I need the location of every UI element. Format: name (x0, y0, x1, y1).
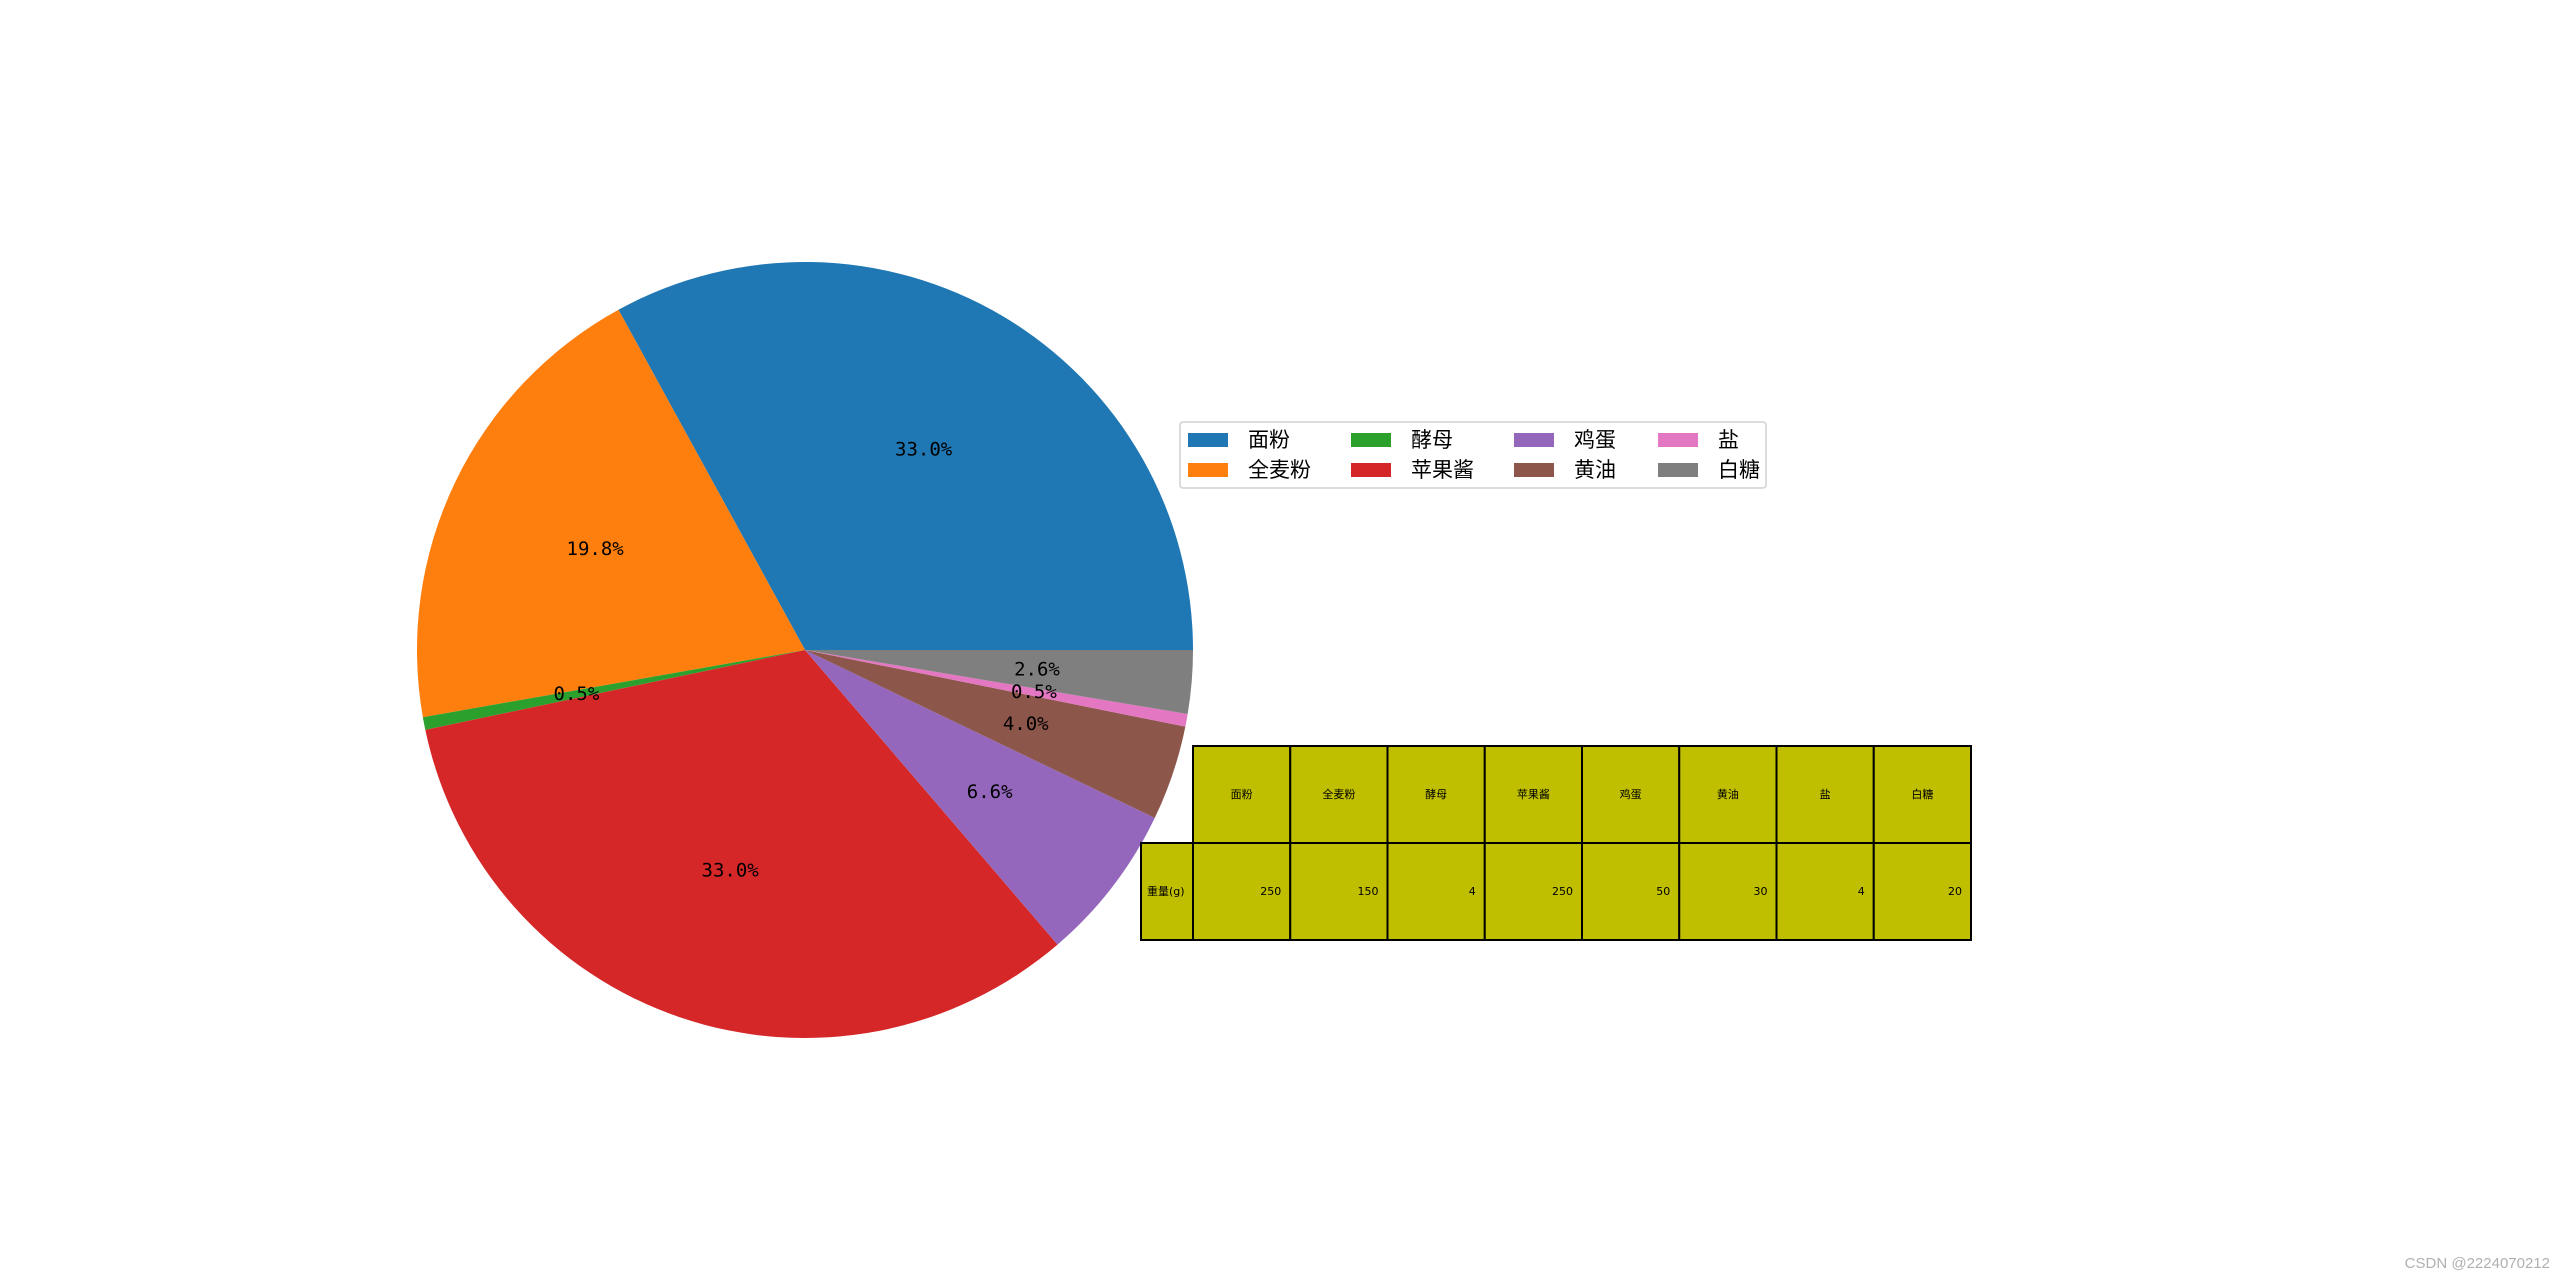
table-header-label: 盐 (1820, 788, 1831, 801)
table-value: 150 (1358, 885, 1379, 898)
pie-slice-8 (805, 650, 1193, 715)
legend-frame (1179, 421, 1767, 489)
table-value-cell (1581, 842, 1681, 941)
pie-slice-2 (416, 309, 805, 718)
table-header-cell (1483, 745, 1583, 844)
pie-percent-label: 33.0% (895, 439, 953, 461)
table-value-cell (1386, 842, 1486, 941)
pie-slice-1 (618, 262, 1193, 650)
legend-swatch (1188, 463, 1228, 477)
pie-slice-3 (422, 650, 805, 730)
pie-percent-label: 33.0% (702, 859, 760, 881)
table-header-label: 白糖 (1911, 787, 1933, 801)
legend-swatch (1351, 433, 1391, 447)
table-value-cell (1192, 842, 1292, 941)
pie-slice-6 (805, 650, 1186, 818)
table-header-label: 全麦粉 (1322, 787, 1355, 801)
legend-swatch (1188, 433, 1228, 447)
legend-label: 黄油 (1574, 458, 1616, 482)
legend-swatch (1514, 433, 1554, 447)
pie-percent-label: 0.5% (554, 683, 600, 705)
table-value: 50 (1656, 885, 1670, 898)
table-value-cell (1678, 842, 1778, 941)
legend-label: 白糖 (1718, 458, 1760, 482)
table-value-cell (1289, 842, 1389, 941)
legend-label: 面粉 (1248, 428, 1290, 452)
table-value: 250 (1552, 885, 1573, 898)
legend-swatch (1351, 463, 1391, 477)
pie-slice-7 (805, 650, 1188, 727)
legend-swatch (1658, 433, 1698, 447)
pie-slice-5 (805, 650, 1155, 945)
pie-percent-label: 19.8% (567, 538, 625, 560)
pie-percent-label: 6.6% (967, 781, 1013, 803)
table-header-cell (1289, 745, 1389, 844)
legend-label: 苹果酱 (1411, 458, 1474, 482)
table-header-cell (1678, 745, 1778, 844)
table-header-cell (1872, 745, 1972, 844)
table-header-label: 酵母 (1425, 788, 1447, 801)
table-value-cell (1872, 842, 1972, 941)
pie-percent-label: 4.0% (1003, 713, 1049, 735)
pie-percent-label: 2.6% (1014, 658, 1060, 680)
legend-label: 鸡蛋 (1574, 428, 1616, 452)
legend-label: 盐 (1718, 428, 1739, 452)
table-value-cell (1483, 842, 1583, 941)
table-value: 250 (1260, 885, 1281, 898)
table-header-label: 面粉 (1231, 788, 1253, 801)
table-value: 30 (1754, 885, 1768, 898)
percent-labels: 33.0%19.8%0.5%33.0%6.6%4.0%0.5%2.6% (554, 439, 1061, 882)
table-row-label: 重量(g) (1147, 884, 1185, 898)
table-header-label: 黄油 (1717, 787, 1739, 801)
table-header-label: 苹果酱 (1517, 787, 1550, 801)
watermark: CSDN @2224070212 (2404, 1255, 2550, 1272)
table-value: 20 (1948, 885, 1962, 898)
table-value-cell (1775, 842, 1875, 941)
table-value: 4 (1469, 885, 1476, 898)
pie-percent-label: 0.5% (1011, 681, 1057, 703)
pie-chart (416, 262, 1193, 1039)
legend-swatch (1658, 463, 1698, 477)
legend-label: 酵母 (1411, 428, 1453, 452)
table-value: 4 (1858, 885, 1865, 898)
table-header-label: 鸡蛋 (1620, 787, 1642, 801)
pie-slice-4 (425, 650, 1058, 1039)
legend-label: 全麦粉 (1248, 458, 1311, 482)
legend-swatch (1514, 463, 1554, 477)
